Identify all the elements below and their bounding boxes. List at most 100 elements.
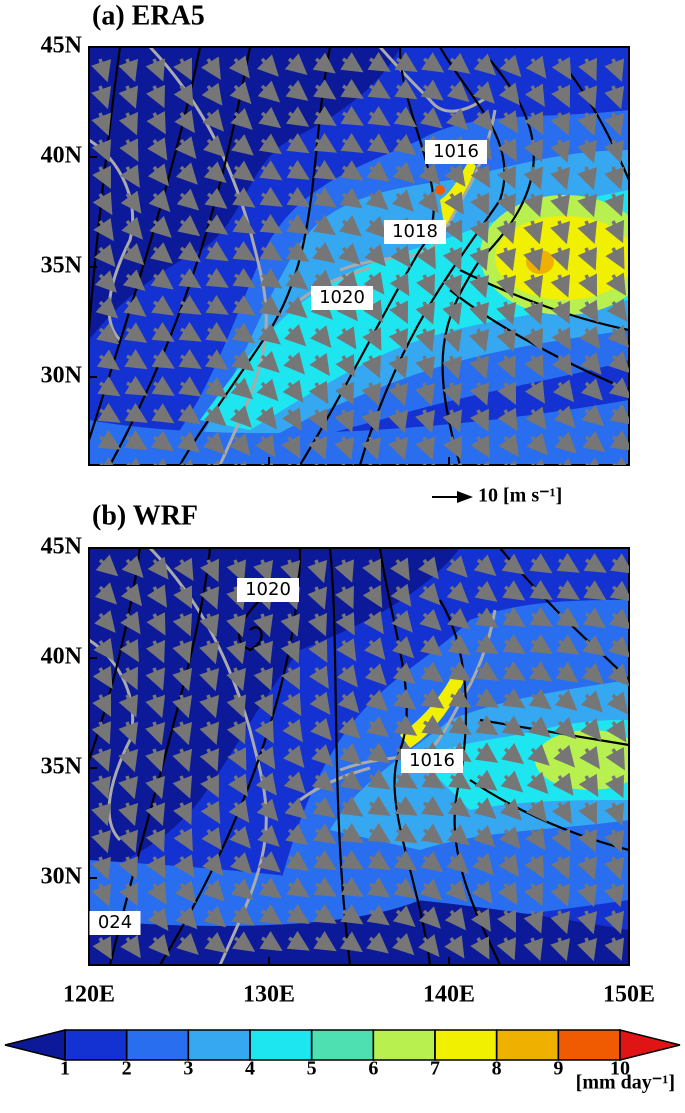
wind-arrow [364,663,387,686]
wind-arrow [365,689,389,712]
wind-arrow [420,79,444,101]
wind-arrow [523,193,544,218]
wind-arrow [364,637,386,661]
wind-arrow [365,216,388,239]
wind-arrow [556,552,580,573]
wind-arrow [284,797,308,820]
wind-arrow [390,244,411,269]
colorbar-label: 2 [122,1058,132,1080]
wind-arrow [415,355,436,380]
wind-arrow [118,694,139,718]
wind-arrow [420,823,444,845]
contour-label: 1016 [409,750,455,771]
wind-arrow [389,272,410,297]
wind-arrow [119,164,140,188]
wind-arrow [448,769,472,790]
wind-arrow [176,188,200,211]
wind-arrow [472,852,494,876]
wind-arrow [309,691,331,715]
wind-arrow [502,688,526,709]
wind-arrow [92,665,113,690]
wind-arrow [259,904,283,925]
wind-arrow [313,159,337,180]
wind-arrow [364,243,386,267]
wind-arrow [524,380,546,404]
wind-arrow [580,352,602,375]
wind-arrow [604,910,625,935]
wind-arrow [313,132,337,153]
wind-arrow [336,326,357,350]
lat-tick-label: 40N [41,644,83,670]
wind-arrow [604,802,625,826]
wind-arrow [229,433,251,457]
wind-arrow [365,188,389,211]
wind-arrow [473,797,497,820]
wind-arrow [226,559,247,583]
wind-arrow [339,187,363,209]
contour-label: 1020 [319,287,365,308]
panel-title: (b) WRF [92,500,198,531]
wind-arrow [523,301,544,325]
wind-arrow [145,828,166,853]
wind-arrow [226,640,247,665]
colorbar-box [187,1029,251,1061]
wind-arrow [502,660,526,681]
wind-arrow [230,377,254,400]
wind-arrow [313,79,337,100]
wind-arrow [227,773,248,797]
colorbar-label: 10 [610,1058,630,1080]
wind-arrow [336,638,357,662]
wind-arrow [148,933,170,957]
wind-arrow [204,931,228,954]
wind-arrow [605,774,624,799]
wind-arrow [577,910,598,935]
wind-arrow [415,382,436,407]
wind-arrow [501,553,525,575]
wind-arrow [149,215,172,238]
wind-arrow [310,717,332,741]
wind-arrow [394,79,418,100]
wind-arrow [149,242,173,264]
wind-arrow [581,662,605,685]
wind-arrow [176,431,200,453]
wind-arrow [286,877,310,898]
wind-arrow [172,640,193,664]
wind-arrow [311,744,334,767]
wind-arrow [552,772,574,796]
wind-arrow [96,322,120,345]
wind-arrow [470,908,491,932]
wind-arrow [523,166,544,190]
wind-arrow [229,825,251,849]
wind-arrow [228,799,250,823]
wind-arrow [201,82,223,106]
wind-arrow [199,721,220,745]
wind-arrow [609,403,629,425]
wind-arrow [524,882,543,907]
wind-arrow [95,296,119,319]
wind-arrow [176,932,199,955]
wind-arrow [97,402,121,423]
contour-label-box [384,220,446,244]
wind-arrow [258,877,282,899]
wind-arrow [390,583,412,607]
wind-arrow [91,112,112,136]
wind-arrow [119,882,138,906]
colorbar-label: 8 [492,1058,502,1080]
wind-arrow [447,634,471,656]
lat-tick-label: 30N [41,864,83,890]
wind-arrow [338,242,361,265]
wind-arrow [280,559,301,584]
wind-arrow [394,51,418,72]
wind-arrow [469,382,490,406]
wind-arrow [582,607,606,629]
wind-arrow [474,580,498,602]
wind-arrow [577,856,598,880]
wind-arrow [551,326,571,351]
wind-arrow [583,580,607,601]
wind-arrow [524,111,544,135]
wind-arrow [554,431,577,454]
wind-arrow [555,661,579,683]
wind-arrow [582,430,606,453]
wind-arrow [529,661,553,682]
wind-arrow [335,611,355,636]
